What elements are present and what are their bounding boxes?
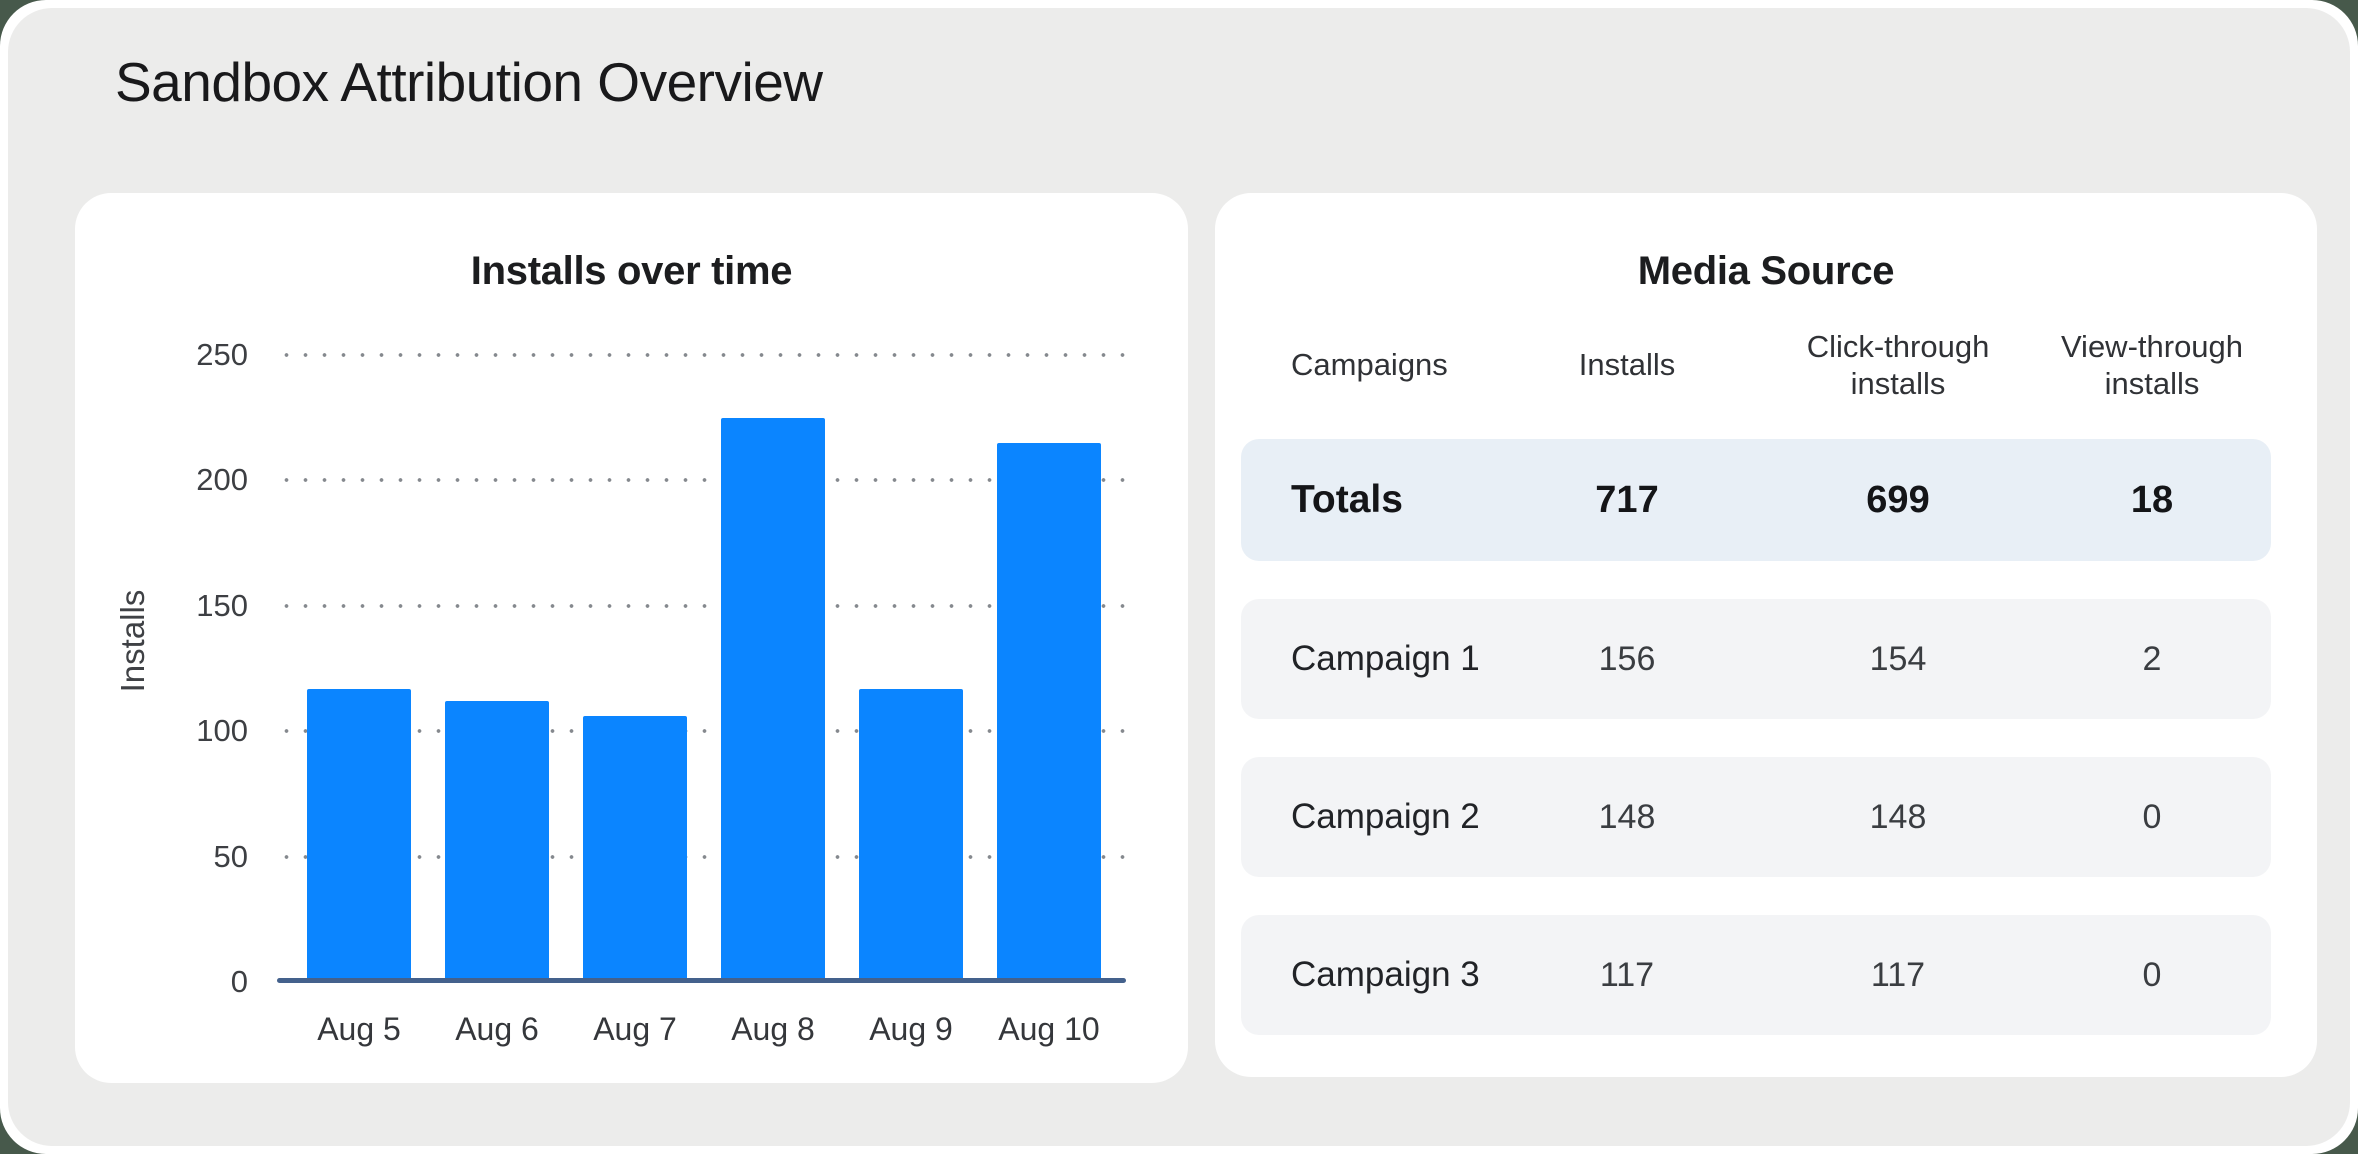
y-tick-label-200: 200: [196, 462, 248, 498]
bar-slot-aug-10: [980, 355, 1118, 982]
bar-aug-7[interactable]: [583, 716, 687, 982]
x-tick-label-aug-5: Aug 5: [317, 1011, 401, 1047]
y-tick-label-250: 250: [196, 337, 248, 372]
table-row-campaign-3[interactable]: Campaign 3 117 117 0: [1241, 915, 2271, 1035]
chart-title: Installs over time: [470, 249, 793, 293]
page-title: Sandbox Attribution Overview: [115, 51, 823, 113]
x-tick-label-aug-8: Aug 8: [731, 1011, 815, 1047]
bar-aug-8[interactable]: [721, 417, 825, 982]
campaign-installs: 117: [1599, 955, 1655, 994]
campaign-label: Campaign 3: [1291, 955, 1480, 994]
campaign-label: Campaign 1: [1291, 639, 1480, 678]
table-row-campaign-2[interactable]: Campaign 2 148 148 0: [1241, 757, 2271, 877]
x-tick-label-aug-6: Aug 6: [455, 1011, 539, 1047]
y-tick-label-150: 150: [196, 587, 248, 623]
totals-installs: 717: [1595, 478, 1659, 521]
campaign-click-through-installs: 148: [1869, 797, 1927, 836]
campaign-click-through-installs: 154: [1869, 639, 1927, 678]
y-axis-ticks: 0 50 100 150 200 250: [75, 338, 248, 999]
gridline-100: [277, 729, 1126, 734]
table-title: Media Source: [1637, 249, 1895, 293]
totals-row: Totals 717 699 18: [1241, 439, 2271, 561]
gridline-200: [277, 478, 1126, 483]
y-tick-label-50: 50: [213, 838, 248, 874]
column-header-view-through-installs: View-through installs: [2060, 328, 2244, 401]
column-header-click-through-installs: Click-through installs: [1806, 328, 1990, 401]
table-header-row: Campaigns Installs Click-through install…: [1241, 313, 2271, 417]
campaign-view-through-installs: 2: [2142, 639, 2162, 678]
app-frame: Sandbox Attribution Overview Installs ov…: [8, 8, 2350, 1146]
media-source-card: Media Source Campaigns Installs Click-th…: [1215, 193, 2317, 1077]
y-tick-label-100: 100: [196, 713, 248, 749]
campaign-click-through-installs: 117: [1870, 955, 1926, 994]
campaign-installs: 148: [1598, 797, 1656, 836]
bar-aug-5[interactable]: [307, 688, 411, 982]
bar-slot-aug-6: [428, 355, 566, 982]
totals-click-through-installs: 699: [1866, 478, 1930, 521]
y-tick-label-0: 0: [230, 964, 248, 999]
bar-slot-aug-8: [704, 355, 842, 982]
bar-aug-6[interactable]: [445, 701, 549, 982]
totals-view-through-installs: 18: [2130, 478, 2174, 521]
campaign-installs: 156: [1598, 639, 1656, 678]
column-header-campaigns: Campaigns: [1291, 347, 1448, 383]
x-tick-label-aug-7: Aug 7: [593, 1011, 677, 1047]
column-header-installs: Installs: [1578, 347, 1676, 383]
bar-slot-aug-9: [842, 355, 980, 982]
x-tick-label-aug-10: Aug 10: [998, 1011, 1100, 1047]
bar-slot-aug-7: [566, 355, 704, 982]
gridline-250: [277, 353, 1126, 357]
totals-label: Totals: [1291, 478, 1403, 521]
campaign-view-through-installs: 0: [2142, 955, 2162, 994]
bars-container: [290, 355, 1118, 982]
x-axis-ticks: Aug 5 Aug 6 Aug 7 Aug 8 Aug 9 Aug 10: [290, 1011, 1118, 1048]
bar-aug-10[interactable]: [997, 442, 1101, 982]
campaign-label: Campaign 2: [1291, 797, 1480, 836]
x-axis-line: [277, 978, 1126, 983]
bar-aug-9[interactable]: [859, 688, 963, 982]
gridline-50: [277, 854, 1126, 859]
gridline-150: [277, 603, 1126, 608]
table-row-campaign-1[interactable]: Campaign 1 156 154 2: [1241, 599, 2271, 719]
installs-chart-card: Installs over time Installs 0 50 100 150 200…: [75, 193, 1188, 1083]
bar-slot-aug-5: [290, 355, 428, 982]
x-tick-label-aug-9: Aug 9: [869, 1011, 953, 1047]
chart-plot: [277, 353, 1126, 982]
campaign-view-through-installs: 0: [2142, 797, 2162, 836]
